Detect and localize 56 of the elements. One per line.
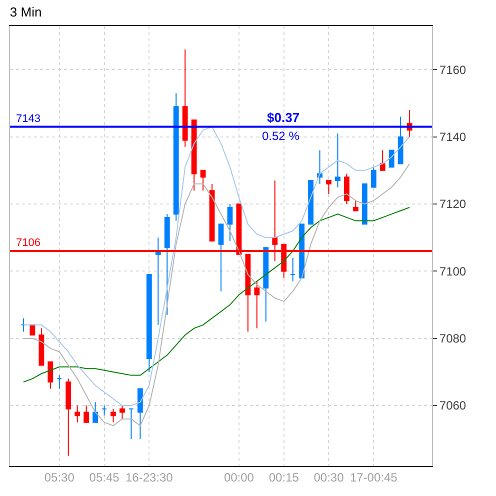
chart-title: 3 Min: [10, 4, 42, 20]
candlestick: [164, 214, 170, 316]
candlestick: [245, 254, 251, 332]
candlestick: [128, 408, 134, 440]
candlestick: [352, 200, 358, 212]
candlestick: [137, 388, 143, 440]
candlestick: [200, 170, 206, 192]
y-tick-label: 7080: [439, 332, 466, 346]
x-tick-label: 00:30: [314, 470, 344, 484]
candlestick: [227, 204, 233, 242]
annotation: $0.37: [267, 110, 300, 125]
candlestick: [290, 257, 296, 282]
candlestick: [370, 166, 376, 188]
candlestick: [326, 180, 332, 194]
candlestick: [92, 402, 98, 423]
candlestick: [20, 318, 26, 332]
candlestick: [74, 405, 80, 423]
y-tick-label: 7060: [439, 398, 466, 413]
x-tick-label: 00:00: [224, 470, 254, 484]
candlestick: [398, 116, 404, 164]
annotation: 0.52 %: [262, 129, 300, 143]
candlestick: [263, 247, 269, 322]
candlestick: [254, 280, 260, 329]
y-tick-label: 7100: [439, 264, 466, 278]
candlestick: [56, 374, 62, 390]
candlestick: [308, 180, 314, 225]
x-tick-label: 05:30: [44, 470, 75, 484]
candlestick: [218, 224, 224, 292]
candlestick: [362, 183, 368, 225]
candlestick: [317, 150, 322, 184]
candlestick: [110, 408, 116, 423]
candlestick: [66, 378, 72, 456]
candlestick: [48, 361, 54, 390]
candlestick: [38, 328, 44, 366]
y-tick-label: 7120: [439, 197, 466, 212]
y-tick-label: 7140: [439, 130, 466, 144]
candlestick: [344, 173, 350, 205]
candlestick: [380, 150, 386, 171]
candlestick: [388, 150, 394, 168]
candlestick: [209, 183, 215, 242]
candlestick: [191, 120, 197, 192]
candlestick: [146, 274, 152, 372]
x-tick-label: 16-23:30: [125, 470, 174, 484]
candlestick: [84, 405, 90, 423]
y-tick-label: 7160: [439, 62, 466, 77]
candlestick: [335, 132, 340, 188]
x-tick-label: 00:15: [268, 470, 300, 484]
x-tick-label: 17-00:45: [350, 470, 398, 484]
candlestick: [182, 49, 188, 148]
ref-line-label: 7106: [16, 237, 40, 249]
candlestick: [155, 237, 161, 326]
candlestick: [102, 405, 107, 416]
x-tick-label: 05:45: [89, 470, 120, 484]
candlestick: [120, 405, 125, 420]
ref-line-label: 7143: [16, 113, 40, 125]
candlestick: [173, 92, 179, 222]
